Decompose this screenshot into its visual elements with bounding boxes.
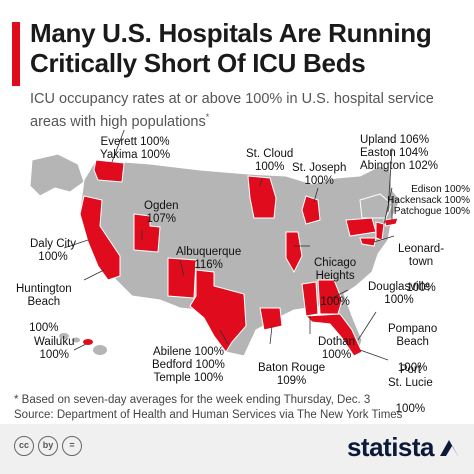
hawaii-inset [59,333,107,355]
label-st-joseph: St. Joseph 100% [292,162,346,188]
label-leonardtown-name: Leonard- town [398,243,445,268]
label-st-joseph-value: 100% [304,175,334,187]
label-abington: Abington 102% [360,160,439,172]
state-minnesota [247,175,277,219]
label-albuquerque-value: 116% [194,259,223,271]
subtitle-footnote-mark: * [205,112,210,122]
label-chicago-heights: Chicago Heights 100% [314,244,356,322]
contiguous-us-base [79,159,401,357]
label-albuquerque: Albuquerque 116% [176,246,241,272]
attribution-icon[interactable]: by [38,436,58,456]
label-edison-hackensack-patchogue: Edison 100% Hackensack 100% Patchogue 10… [380,184,470,217]
label-ogden-name: Ogden [144,200,179,212]
chart-title: Many U.S. Hospitals Are Running Critical… [30,18,432,78]
label-huntington-beach-name: Huntington Beach [16,283,72,308]
label-abilene-bedford-temple: Abilene 100% Bedford 100% Temple 100% [152,346,225,385]
footnote: * Based on seven-day averages for the we… [14,393,469,423]
label-st-joseph-name: St. Joseph [292,162,347,174]
label-leonardtown: Leonard- town 100% [398,230,444,308]
statista-logo[interactable]: statista [346,432,435,462]
label-ogden-value: 107% [146,213,176,225]
state-maryland [359,237,377,247]
statista-logo-mark-icon [440,440,458,456]
leader-lines [63,130,395,361]
state-california [79,195,121,281]
state-florida [304,313,363,357]
label-huntington-beach-value: 100% [29,322,59,334]
label-baton-rouge-value: 109% [276,375,307,387]
label-easton: Easton 104% [360,147,429,159]
label-st-cloud-name: St. Cloud [246,148,294,160]
state-illinois [285,231,303,274]
cc-license-icon[interactable]: cc [14,436,34,456]
label-pompano-beach-name: Pompano Beach [388,323,438,348]
state-michigan [301,195,321,225]
state-new-mexico [167,257,197,299]
label-st-cloud: St. Cloud 100% [246,148,293,174]
label-bedford: Bedford 100% [152,359,225,371]
footnote-note: * Based on seven-day averages for the we… [14,394,371,406]
label-daly-city-value: 100% [38,251,68,263]
label-hackensack: Hackensack 100% [387,195,470,206]
label-upland: Upland 106% [360,134,430,146]
label-st-cloud-value: 100% [254,161,285,173]
label-pompano-beach-value: 100% [397,362,428,374]
label-ogden: Ogden 107% [144,200,179,226]
state-new-jersey [375,221,385,241]
no-derivatives-icon[interactable]: = [62,436,82,456]
state-alabama [301,281,319,317]
label-wailuku-name: Wailuku [34,336,75,348]
label-baton-rouge: Baton Rouge 109% [258,362,325,388]
label-upland-easton-abington: Upland 106% Easton 104% Abington 102% [360,134,438,173]
label-chicago-heights-name: Chicago Heights [314,257,357,282]
state-long-island [383,217,399,227]
label-wailuku: Wailuku 100% [34,336,74,362]
state-texas [189,269,247,353]
label-abilene: Abilene 100% [152,346,224,358]
footnote-source: Source: Department of Health and Human S… [14,409,403,421]
label-patchogue: Patchogue 100% [393,206,470,217]
label-pompano-beach: Pompano Beach 100% [388,310,437,388]
label-leonardtown-value: 100% [406,282,436,294]
label-albuquerque-name: Albuquerque [176,246,242,258]
subtitle-text: ICU occupancy rates at or above 100% in … [30,91,434,130]
label-dothan: Dothan 100% [318,336,355,362]
us-map [29,130,401,361]
label-wailuku-value: 100% [39,349,69,361]
label-temple: Temple 100% [153,372,224,384]
label-dothan-value: 100% [321,349,352,361]
state-louisiana [259,307,283,331]
label-baton-rouge-name: Baton Rouge [258,362,326,374]
label-huntington-beach: Huntington Beach 100% [16,270,72,348]
label-port-st-lucie: Port St. Lucie 100% [388,351,433,429]
label-yakima: Yakima 100% [100,149,171,161]
label-daly-city-name: Daly City [30,238,77,250]
label-edison: Edison 100% [411,184,470,195]
label-dothan-name: Dothan [318,336,356,348]
state-georgia [317,279,343,315]
label-port-st-lucie-name: Port St. Lucie [388,364,433,389]
label-port-st-lucie-value: 100% [395,403,426,415]
accent-bar [12,22,20,86]
label-douglasville: Douglasville 100% [368,281,430,307]
label-everett-yakima: Everett 100% Yakima 100% [100,136,170,162]
state-utah [133,213,161,253]
alaska-inset [29,153,85,197]
label-daly-city: Daly City 100% [30,238,76,264]
chart-subtitle: ICU occupancy rates at or above 100% in … [30,90,460,131]
label-douglasville-name: Douglasville [368,281,431,293]
state-washington [93,159,125,183]
state-new-york [359,193,393,219]
label-everett: Everett 100% [100,136,170,148]
label-douglasville-value: 100% [384,294,414,306]
label-chicago-heights-value: 100% [320,296,350,308]
